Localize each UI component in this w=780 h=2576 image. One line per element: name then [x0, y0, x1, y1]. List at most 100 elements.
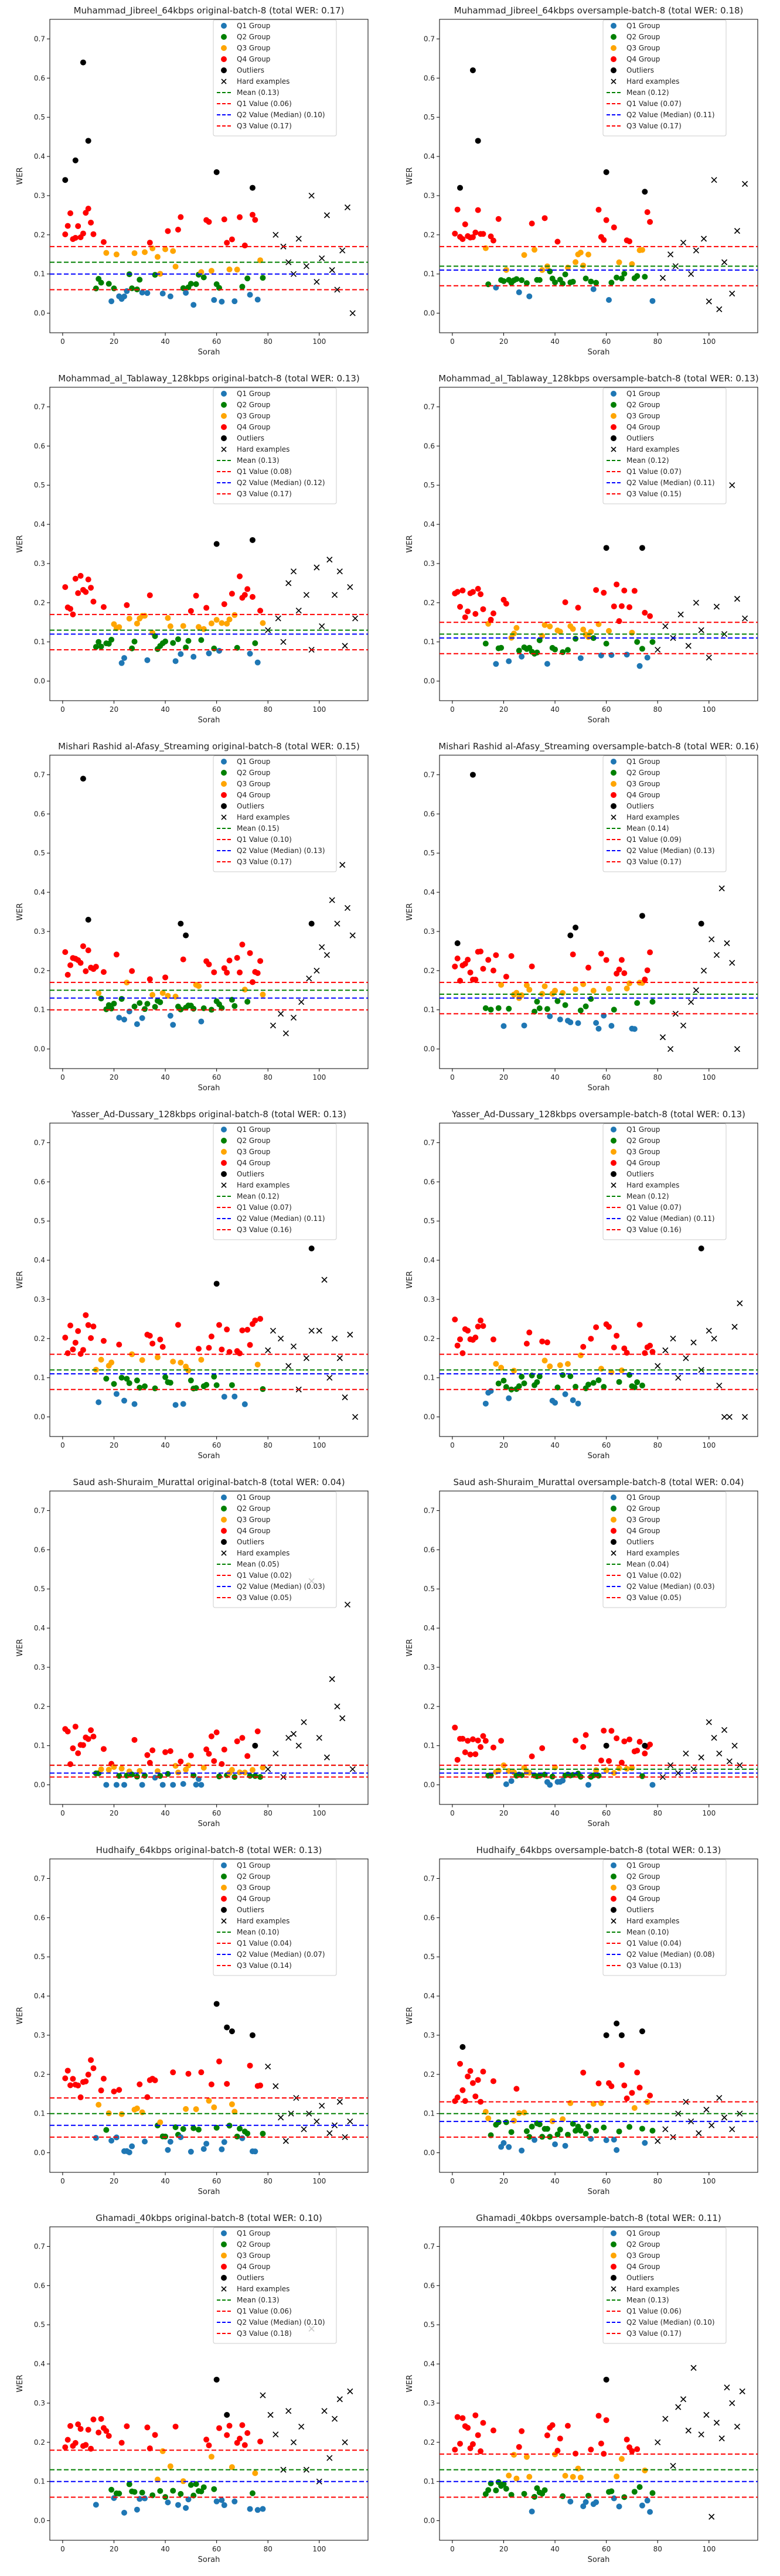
- point-q4: [454, 2414, 461, 2420]
- x-tick-label: 80: [653, 2177, 662, 2185]
- y-tick-label: 0.3: [424, 1295, 435, 1304]
- point-hard-example: [326, 2130, 333, 2137]
- y-tick-label: 0.1: [424, 1006, 435, 1014]
- x-tick-label: 80: [653, 1809, 662, 1817]
- point-q4: [570, 951, 576, 958]
- point-q4: [480, 2420, 486, 2426]
- legend-entry: Q1 Value (0.04): [237, 1939, 292, 1947]
- point-hard-example: [352, 1414, 359, 1420]
- point-outlier: [178, 920, 184, 927]
- point-hard-example: [685, 643, 692, 649]
- legend-entry: Q3 Group: [237, 44, 270, 52]
- x-tick-label: 40: [550, 2545, 559, 2553]
- point-q2: [244, 2130, 251, 2137]
- x-tick-label: 20: [499, 1809, 508, 1817]
- point-q2: [634, 273, 641, 279]
- data-layer: [62, 2001, 353, 2155]
- y-tick-label: 0.4: [424, 2360, 435, 2368]
- y-tick-label: 0.0: [424, 1413, 435, 1421]
- legend-entry: Outliers: [626, 1538, 654, 1546]
- point-hard-example: [334, 286, 340, 293]
- point-q1: [644, 2497, 650, 2504]
- data-layer: [62, 537, 359, 666]
- point-q2: [577, 2127, 584, 2134]
- point-hard-example: [675, 2404, 682, 2410]
- point-hard-example: [718, 2435, 725, 2442]
- point-q4: [67, 210, 74, 217]
- point-q1: [247, 292, 253, 298]
- point-q1: [595, 1025, 602, 1032]
- point-outlier: [459, 2044, 466, 2050]
- point-q3: [485, 2115, 492, 2121]
- point-hard-example: [721, 2114, 728, 2121]
- point-q4: [100, 1338, 107, 1344]
- point-q4: [175, 226, 181, 233]
- point-q1: [644, 654, 650, 661]
- legend-entry: Q1 Group: [237, 22, 270, 30]
- point-hard-example: [344, 905, 351, 911]
- point-q2: [165, 1770, 171, 1777]
- point-q2: [601, 2124, 607, 2131]
- legend-entry: Q1 Group: [626, 1125, 660, 1134]
- point-q4: [70, 2076, 76, 2082]
- point-q1: [159, 291, 166, 297]
- point-q4: [564, 2423, 571, 2429]
- legend-entry: Outliers: [626, 66, 654, 74]
- legend-entry: Q2 Group: [626, 769, 660, 777]
- point-q4: [216, 1322, 223, 1328]
- point-q1: [118, 660, 125, 666]
- legend-entry: Q4 Group: [626, 1895, 660, 1903]
- x-tick-label: 0: [450, 2545, 455, 2553]
- point-q1: [608, 652, 615, 658]
- point-q1: [260, 2506, 266, 2512]
- point-q4: [621, 587, 628, 593]
- point-q2: [118, 1374, 125, 1381]
- point-q3: [593, 1767, 600, 1773]
- point-q4: [88, 219, 94, 226]
- point-q2: [244, 998, 251, 1005]
- x-tick-label: 40: [550, 1809, 559, 1817]
- x-axis-label: Sorah: [588, 716, 610, 725]
- point-q4: [85, 2072, 91, 2078]
- y-axis-label: WER: [406, 1639, 414, 1656]
- point-q4: [224, 2080, 230, 2087]
- point-q4: [239, 941, 246, 948]
- point-q4: [644, 209, 650, 216]
- point-q1: [221, 2502, 227, 2509]
- point-hard-example: [329, 267, 335, 274]
- point-q4: [203, 605, 210, 611]
- chart-title: Muhammad_Jibreel_64kbps oversample-batch…: [454, 5, 744, 16]
- point-hard-example: [698, 2431, 704, 2438]
- y-tick-label: 0.5: [34, 849, 45, 857]
- plot-frame: [439, 1490, 758, 1805]
- point-q3: [570, 2473, 576, 2480]
- point-q4: [165, 228, 171, 234]
- point-q4: [480, 965, 486, 972]
- point-q1: [113, 1782, 120, 1788]
- point-hard-example: [303, 263, 309, 269]
- point-q4: [64, 2437, 71, 2443]
- point-outlier: [249, 537, 256, 543]
- point-q4: [193, 592, 199, 599]
- y-tick-label: 0.0: [424, 2149, 435, 2157]
- point-q1: [216, 647, 223, 654]
- point-q3: [519, 992, 525, 998]
- point-q1: [231, 1393, 238, 1400]
- legend-entry: Q3 Value (0.05): [237, 1594, 292, 1602]
- point-q2: [552, 646, 558, 653]
- point-q3: [108, 1359, 115, 1366]
- legend-entry: Q1 Value (0.02): [237, 1571, 292, 1579]
- point-q3: [249, 1767, 256, 1773]
- point-q2: [639, 646, 645, 652]
- x-tick-label: 80: [653, 1073, 662, 1081]
- point-hard-example: [314, 967, 320, 974]
- point-hard-example: [352, 615, 359, 622]
- point-q4: [636, 1322, 643, 1328]
- point-hard-example: [336, 2396, 343, 2403]
- legend-entry: Hard examples: [626, 445, 679, 453]
- point-q4: [162, 974, 169, 981]
- point-hard-example: [721, 1727, 728, 1734]
- point-q4: [580, 1343, 587, 1350]
- point-q4: [601, 237, 607, 243]
- point-q2: [131, 2489, 138, 2495]
